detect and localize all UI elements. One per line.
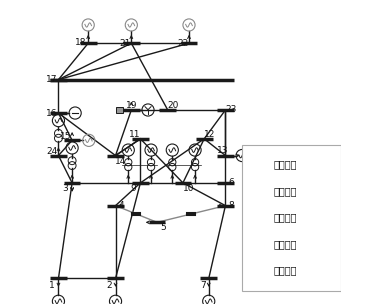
- Text: 24: 24: [46, 147, 57, 156]
- Text: 直流馈入: 直流馈入: [274, 265, 297, 275]
- Bar: [116, 107, 122, 113]
- Text: 9: 9: [131, 185, 136, 193]
- Text: 18: 18: [75, 38, 86, 47]
- Text: 14: 14: [115, 156, 127, 166]
- Text: 火电机组: 火电机组: [274, 160, 297, 170]
- Text: 1: 1: [49, 281, 55, 290]
- Text: 10: 10: [183, 185, 195, 193]
- Text: 6: 6: [229, 178, 234, 187]
- Text: 22: 22: [177, 39, 189, 48]
- Text: 16: 16: [46, 109, 57, 117]
- Text: 2: 2: [107, 281, 112, 290]
- Text: 8: 8: [229, 201, 234, 210]
- Text: 风电机组: 风电机组: [274, 213, 297, 222]
- Text: 4: 4: [119, 201, 124, 210]
- FancyBboxPatch shape: [242, 145, 341, 291]
- Bar: [254, 241, 262, 247]
- Text: 5: 5: [160, 223, 166, 232]
- Text: 15: 15: [60, 131, 71, 141]
- Text: 13: 13: [217, 146, 228, 155]
- Text: 19: 19: [126, 101, 138, 109]
- Text: 23: 23: [225, 106, 237, 114]
- Text: 17: 17: [46, 75, 57, 84]
- Text: 3: 3: [62, 184, 68, 193]
- Text: 20: 20: [167, 101, 179, 110]
- Text: 储能系统: 储能系统: [274, 239, 297, 249]
- Text: 21: 21: [119, 39, 130, 48]
- Text: 11: 11: [129, 130, 140, 139]
- Text: 7: 7: [200, 281, 206, 290]
- Text: 12: 12: [204, 130, 215, 139]
- Text: 核电机组: 核电机组: [274, 186, 297, 196]
